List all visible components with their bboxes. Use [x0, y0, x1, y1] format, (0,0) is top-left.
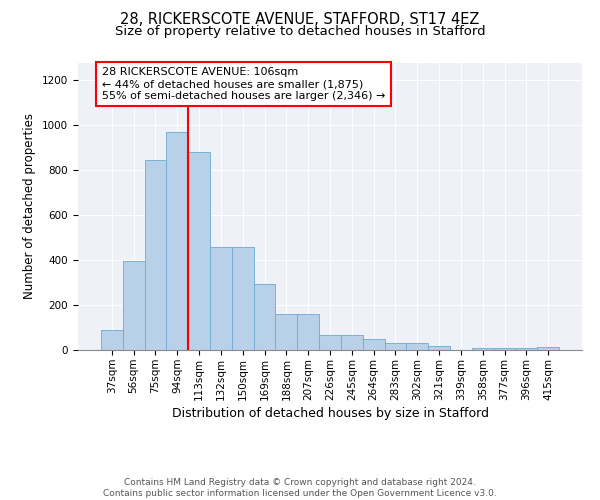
Bar [188, 152, 210, 350]
Bar [254, 284, 275, 350]
Text: 28, RICKERSCOTE AVENUE, STAFFORD, ST17 4EZ: 28, RICKERSCOTE AVENUE, STAFFORD, ST17 4… [121, 12, 479, 28]
Y-axis label: Number of detached properties: Number of detached properties [23, 114, 37, 299]
Bar [210, 246, 232, 350]
Bar [145, 160, 166, 350]
Text: Contains HM Land Registry data © Crown copyright and database right 2024.
Contai: Contains HM Land Registry data © Crown c… [103, 478, 497, 498]
X-axis label: Distribution of detached houses by size in Stafford: Distribution of detached houses by size … [172, 406, 488, 420]
Bar [406, 344, 428, 350]
Bar [537, 346, 559, 350]
Text: Size of property relative to detached houses in Stafford: Size of property relative to detached ho… [115, 25, 485, 38]
Bar [297, 314, 319, 350]
Bar [123, 262, 145, 350]
Bar [363, 339, 385, 350]
Bar [341, 336, 363, 350]
Bar [385, 344, 406, 350]
Bar [472, 348, 494, 350]
Bar [232, 246, 254, 350]
Bar [428, 346, 450, 350]
Text: 28 RICKERSCOTE AVENUE: 106sqm
← 44% of detached houses are smaller (1,875)
55% o: 28 RICKERSCOTE AVENUE: 106sqm ← 44% of d… [102, 68, 385, 100]
Bar [275, 314, 297, 350]
Bar [319, 336, 341, 350]
Bar [494, 348, 515, 350]
Bar [515, 348, 537, 350]
Bar [101, 330, 123, 350]
Bar [166, 132, 188, 350]
